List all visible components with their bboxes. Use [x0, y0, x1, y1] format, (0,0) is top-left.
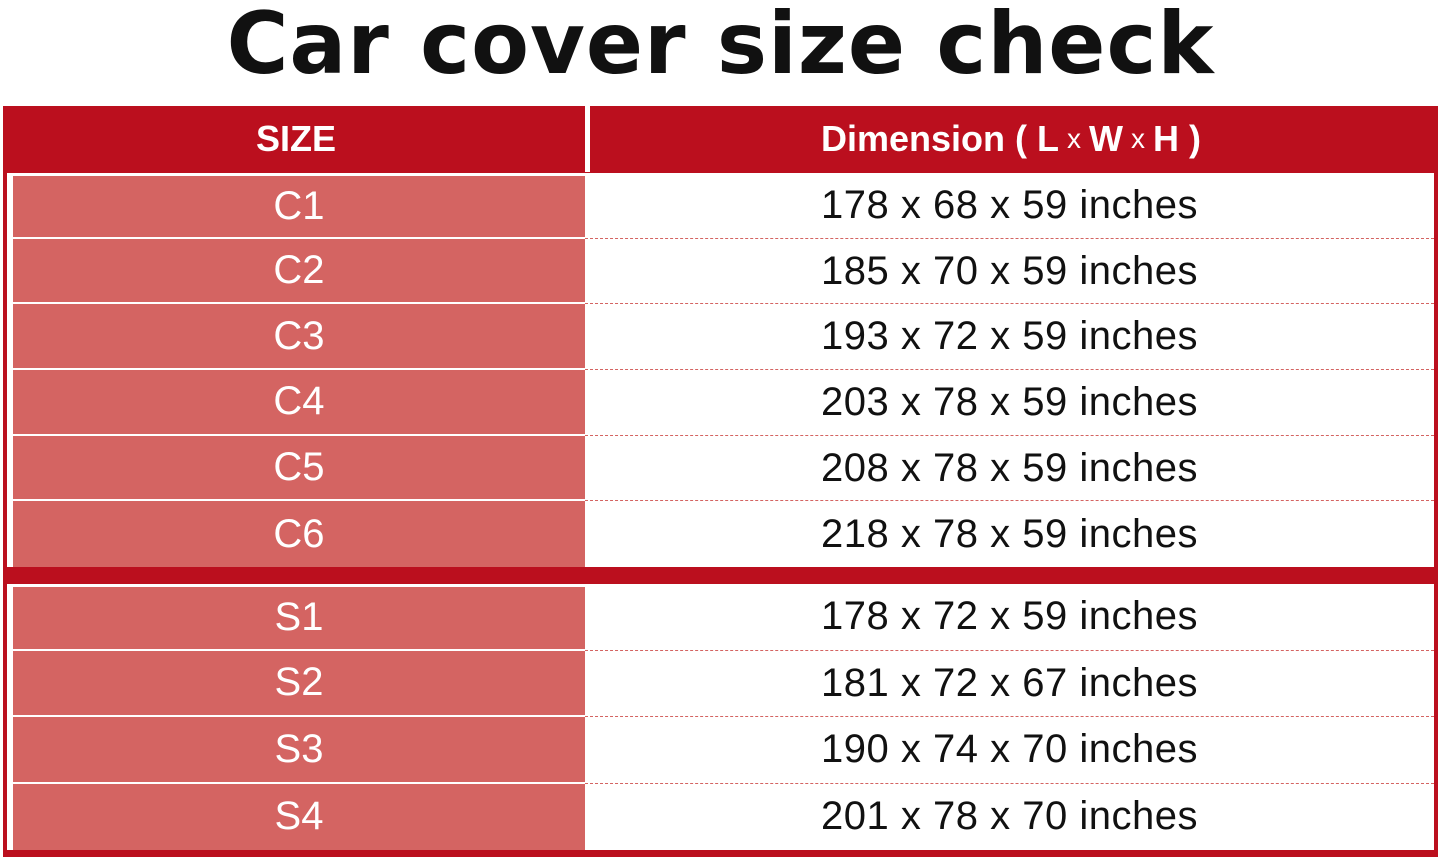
table-row: S1 178 x 72 x 59 inches [7, 584, 1434, 651]
size-cell: S1 [13, 587, 585, 651]
dimension-cell: 181 x 72 x 67 inches [585, 651, 1434, 717]
dimension-cell: 193 x 72 x 59 inches [585, 304, 1434, 371]
dimension-cell: 201 x 78 x 70 inches [821, 794, 1198, 839]
dimension-cell: 185 x 70 x 59 inches [585, 239, 1434, 305]
size-group-c: C1 178 x 68 x 59 inches C2 185 x 70 x 59 in… [7, 173, 1434, 568]
size-cell: S3 [13, 717, 585, 784]
header-x1: x [1067, 123, 1082, 154]
table-row: C6 218 x 78 x 59 inches [7, 501, 1434, 568]
table-row: C3 193 x 72 x 59 inches [7, 304, 1434, 371]
size-cell: C4 [13, 370, 585, 436]
size-cell: C6 [13, 501, 585, 568]
size-cell: C3 [13, 304, 585, 371]
size-cell: S2 [13, 650, 585, 717]
size-cell: C5 [13, 435, 585, 502]
header-size: SIZE [255, 118, 336, 159]
table-row: C2 185 x 70 x 59 inches [7, 238, 1434, 305]
header-w: W [1089, 118, 1123, 159]
dimension-cell: 208 x 78 x 59 inches [585, 436, 1434, 502]
page-title: Car cover size check [226, 0, 1215, 94]
dimension-cell: 218 x 78 x 59 inches [821, 511, 1198, 556]
size-table: SIZE Dimension ( L x W x H ) C1 178 x 68 … [3, 106, 1438, 857]
dimension-cell: 178 x 72 x 59 inches [585, 584, 1434, 651]
header-x2: x [1131, 123, 1145, 154]
size-group-s: S1 178 x 72 x 59 inches S2 181 x 72 x 67 in… [7, 584, 1434, 850]
table-row: S4 201 x 78 x 70 inches [7, 783, 1434, 850]
header-dimension-prefix: Dimension ( L [821, 118, 1060, 159]
dimension-cell: 190 x 74 x 70 inches [585, 717, 1434, 784]
size-cell: C2 [13, 238, 585, 305]
header-divider [585, 106, 590, 172]
table-row: S3 190 x 74 x 70 inches [7, 717, 1434, 784]
table-row: C4 203 x 78 x 59 inches [7, 370, 1434, 436]
table-row: S2 181 x 72 x 67 inches [7, 650, 1434, 717]
dimension-cell: 203 x 78 x 59 inches [585, 370, 1434, 436]
size-cell: C1 [13, 176, 585, 239]
table-row: C1 178 x 68 x 59 inches [7, 173, 1434, 239]
header-dimension-suffix: H ) [1153, 118, 1201, 159]
header-dimension: Dimension ( L x W x H ) [590, 106, 1432, 172]
size-cell: S4 [13, 783, 585, 850]
table-row: C5 208 x 78 x 59 inches [7, 435, 1434, 502]
dimension-cell: 178 x 68 x 59 inches [585, 173, 1434, 239]
